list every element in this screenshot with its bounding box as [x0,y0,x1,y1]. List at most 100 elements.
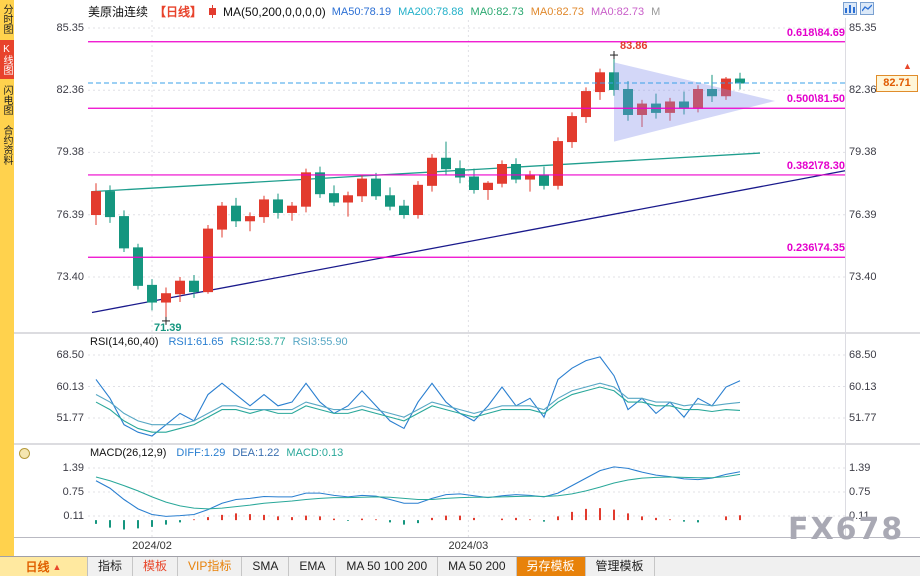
candlestick-icon [208,5,217,18]
toolbar-tab-2[interactable]: VIP指标 [178,557,243,576]
chart-header: 美原油连续 【日线】 MA(50,200,0,0,0,0) MA50:78.19… [88,3,667,20]
toolbar-tab-0[interactable]: 指标 [88,557,134,576]
bar-chart-icon[interactable] [843,2,857,15]
period-selector[interactable]: 日线 ▲ [0,557,88,576]
price-pointer-icon: ▲ [903,61,912,71]
rsi-title[interactable]: RSI(14,60,40) [90,336,159,348]
trendline [91,152,761,193]
line-chart-icon[interactable] [860,2,874,15]
ma-value: MA0:82.73 [470,5,524,18]
macd-indicator-header: MACD(26,12,9) DIFF:1.29 DEA:1.22 MACD:0.13 [90,447,350,459]
pennant-pattern [614,62,775,142]
candle-body [623,88,633,115]
toolbar-tab-8[interactable]: 管理模板 [586,557,655,576]
ma-value: MA50:78.19 [331,5,392,18]
candle-body [483,182,493,191]
ma-value: M [651,5,661,18]
ma-value: MA0:82.73 [530,5,584,18]
rsi-line-rsi2 [95,386,741,433]
candle-body [259,199,269,218]
toolbar-tab-3[interactable]: SMA [242,557,290,576]
macd-values: DIFF:1.29 DEA:1.22 MACD:0.13 [176,447,350,459]
sidebar-item-1[interactable]: K线图 [0,40,14,79]
toolbar-tab-6[interactable]: MA 50 200 [438,557,517,576]
rsi-values: RSI1:61.65 RSI2:53.77 RSI3:55.90 [168,336,354,348]
candle-body [301,172,311,207]
candle-body [721,78,731,97]
candle-body [119,216,129,249]
candle-body [357,178,367,197]
candle-body [707,88,717,97]
candle-body [497,164,507,184]
macd-title[interactable]: MACD(26,12,9) [90,447,167,459]
instrument-title: 美原油连续 [88,5,149,19]
toolbar-tab-4[interactable]: EMA [289,557,337,576]
candle-body [385,195,395,207]
candle-body [441,157,451,170]
left-tab-strip: 分时图 K线图闪电图合约资料 [0,0,14,556]
indicator-settings-icon[interactable] [19,448,30,459]
macd-value: MACD:0.13 [286,447,344,459]
rsi-value: RSI1:61.65 [168,336,224,348]
candle-body [245,216,255,222]
chart-type-buttons [843,2,874,15]
ma-value: MA200:78.88 [398,5,464,18]
candle-body [553,141,563,186]
ma-settings-label[interactable]: MA(50,200,0,0,0,0) [223,4,326,19]
candle-body [315,172,325,195]
candle-body [203,228,213,293]
ma-values: MA50:78.19 MA200:78.88 MA0:82.73 MA0:82.73 M… [332,6,668,18]
candle-body [581,91,591,118]
candle-body [609,72,619,90]
toolbar-tab-5[interactable]: MA 50 100 200 [336,557,439,576]
candle-body [287,205,297,213]
candle-body [539,174,549,186]
macd-value: DEA:1.22 [232,447,280,459]
period-tag: 【日线】 [154,5,203,19]
chart-canvas [14,18,920,537]
toolbar-tab-1[interactable]: 模板 [133,557,179,576]
candle-body [189,280,199,293]
bottom-toolbar: 日线 ▲ 指标 模板 VIP指标 SMA EMA MA 50 100 200 MA 50 2… [0,556,920,576]
period-label: 日线 [25,560,50,574]
candle-body [91,191,101,216]
candle-body [455,168,465,178]
candle-body [637,103,647,115]
trendline [91,170,846,314]
candle-body [133,247,143,286]
candle-body [595,72,605,93]
candle-body [525,174,535,180]
candle-body [413,184,423,216]
candle-body [273,199,283,213]
rsi-line-rsi1 [95,356,741,437]
candle-body [161,293,171,303]
candle-body [217,205,227,230]
candle-body [567,116,577,143]
toolbar-tab-7[interactable]: 另存模板 [516,557,586,576]
candle-body [231,205,241,222]
candle-body [175,280,185,295]
candle-body [371,178,381,197]
ma-value: MA0:82.73 [590,5,645,18]
candle-body [511,164,521,180]
sidebar-item-2[interactable]: 闪电图 [1,85,12,115]
candle-body [735,78,745,84]
candle-body [399,205,409,216]
macd-dea-line [95,473,741,510]
watermark: FX678 [788,512,905,547]
candle-body [105,191,115,218]
period-up-arrow-icon: ▲ [52,561,62,572]
candle-body [329,193,339,203]
candle-body [343,195,353,203]
date-axis-row [0,537,920,556]
macd-diff-line [95,466,741,517]
rsi-value: RSI3:55.90 [292,336,348,348]
candle-body [469,176,479,191]
sidebar-item-3[interactable]: 合约资料 [1,125,12,165]
sidebar-item-0[interactable]: 分时图 [1,4,12,34]
rsi-value: RSI2:53.77 [230,336,286,348]
rsi-line-rsi3 [95,382,741,426]
toolbar-tabs: 指标 模板 VIP指标 SMA EMA MA 50 100 200 MA 50 200 另存模… [88,557,655,576]
rsi-indicator-header: RSI(14,60,40) RSI1:61.65 RSI2:53.77 RSI3:5… [90,336,355,348]
